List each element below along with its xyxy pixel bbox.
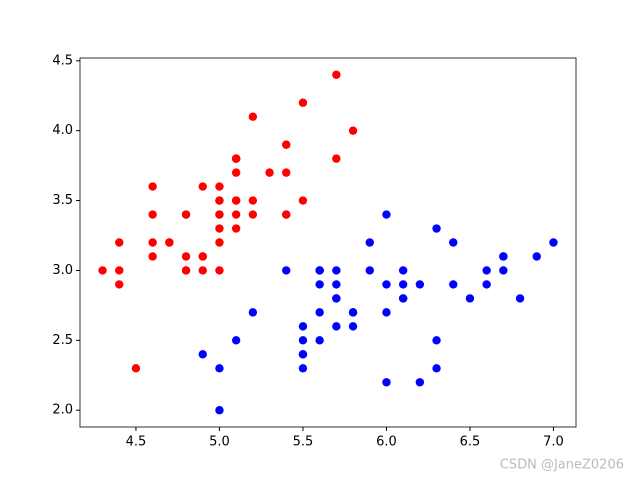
y-tick-label: 3.5	[52, 193, 73, 208]
x-tick-label: 5.5	[293, 435, 314, 450]
point	[432, 336, 441, 345]
x-tick-label: 6.0	[376, 435, 397, 450]
point	[181, 252, 191, 261]
point	[215, 266, 224, 275]
point	[115, 280, 124, 289]
point	[515, 294, 525, 303]
point	[382, 378, 391, 387]
point	[482, 280, 491, 289]
point	[198, 266, 207, 275]
y-tick-label: 3.0	[52, 263, 73, 278]
point	[332, 70, 341, 79]
point	[432, 224, 441, 233]
point	[382, 210, 391, 219]
point	[181, 210, 191, 219]
point	[382, 280, 391, 289]
point	[365, 238, 374, 247]
point	[215, 364, 224, 373]
point	[449, 238, 458, 247]
point	[432, 364, 441, 373]
point	[231, 196, 241, 205]
point	[298, 98, 308, 107]
point	[398, 280, 408, 289]
point	[499, 266, 508, 275]
point	[298, 196, 308, 205]
point	[248, 210, 258, 219]
point	[148, 210, 157, 219]
point	[148, 238, 157, 247]
point	[248, 308, 258, 317]
x-tick-label: 4.5	[126, 435, 147, 450]
point	[549, 238, 558, 247]
point	[332, 266, 341, 275]
point	[315, 308, 324, 317]
point	[231, 336, 241, 345]
point	[115, 238, 124, 247]
point	[298, 336, 308, 345]
point	[415, 280, 425, 289]
point	[231, 224, 241, 233]
point	[315, 266, 324, 275]
point	[215, 196, 224, 205]
point	[215, 406, 224, 415]
point	[231, 210, 241, 219]
point	[298, 322, 308, 331]
y-tick-label: 2.5	[52, 333, 73, 348]
point	[231, 168, 241, 177]
point	[398, 266, 408, 275]
point	[282, 210, 291, 219]
point	[181, 266, 191, 275]
point	[415, 378, 425, 387]
point	[499, 252, 508, 261]
point	[148, 182, 157, 191]
watermark: CSDN @JaneZ0206	[500, 458, 624, 473]
point	[115, 266, 124, 275]
point	[348, 322, 358, 331]
point	[315, 280, 324, 289]
point	[332, 280, 341, 289]
point	[382, 308, 391, 317]
y-tick-label: 2.0	[52, 403, 73, 418]
point	[532, 252, 541, 261]
point	[282, 140, 291, 149]
point	[332, 294, 341, 303]
point	[465, 294, 475, 303]
point	[282, 168, 291, 177]
point	[332, 154, 341, 163]
point	[298, 350, 308, 359]
point	[265, 168, 274, 177]
point	[282, 266, 291, 275]
point	[198, 252, 207, 261]
point	[215, 224, 224, 233]
plot-frame	[79, 57, 577, 428]
point	[298, 364, 308, 373]
point	[165, 238, 174, 247]
point	[198, 350, 207, 359]
point	[98, 266, 107, 275]
point	[131, 364, 141, 373]
point	[365, 266, 374, 275]
x-tick-label: 7.0	[543, 435, 564, 450]
point	[215, 182, 224, 191]
point	[332, 322, 341, 331]
y-tick-label: 4.0	[52, 123, 73, 138]
point	[348, 308, 358, 317]
point	[215, 210, 224, 219]
point	[348, 126, 358, 135]
point	[148, 252, 157, 261]
x-tick-label: 5.0	[209, 435, 230, 450]
point	[398, 294, 408, 303]
point	[449, 280, 458, 289]
x-tick-label: 6.5	[460, 435, 481, 450]
point	[215, 238, 224, 247]
point	[482, 266, 491, 275]
point	[198, 182, 207, 191]
point	[248, 196, 258, 205]
point	[231, 154, 241, 163]
point	[248, 112, 258, 121]
y-tick-label: 4.5	[52, 53, 73, 68]
point	[315, 336, 324, 345]
